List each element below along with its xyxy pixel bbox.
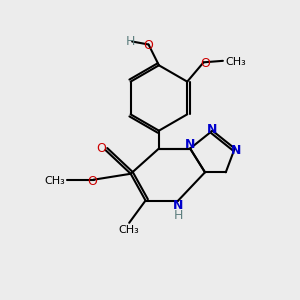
Text: CH₃: CH₃ [225, 57, 246, 67]
Text: CH₃: CH₃ [44, 176, 65, 186]
Text: O: O [200, 57, 210, 70]
Text: N: N [231, 143, 242, 157]
Text: N: N [207, 123, 218, 136]
Text: N: N [173, 199, 183, 212]
Text: O: O [96, 142, 106, 155]
Text: N: N [185, 138, 195, 151]
Text: O: O [87, 175, 97, 188]
Text: H: H [173, 209, 183, 222]
Text: H: H [126, 35, 135, 48]
Text: O: O [144, 40, 154, 52]
Text: CH₃: CH₃ [119, 225, 140, 235]
